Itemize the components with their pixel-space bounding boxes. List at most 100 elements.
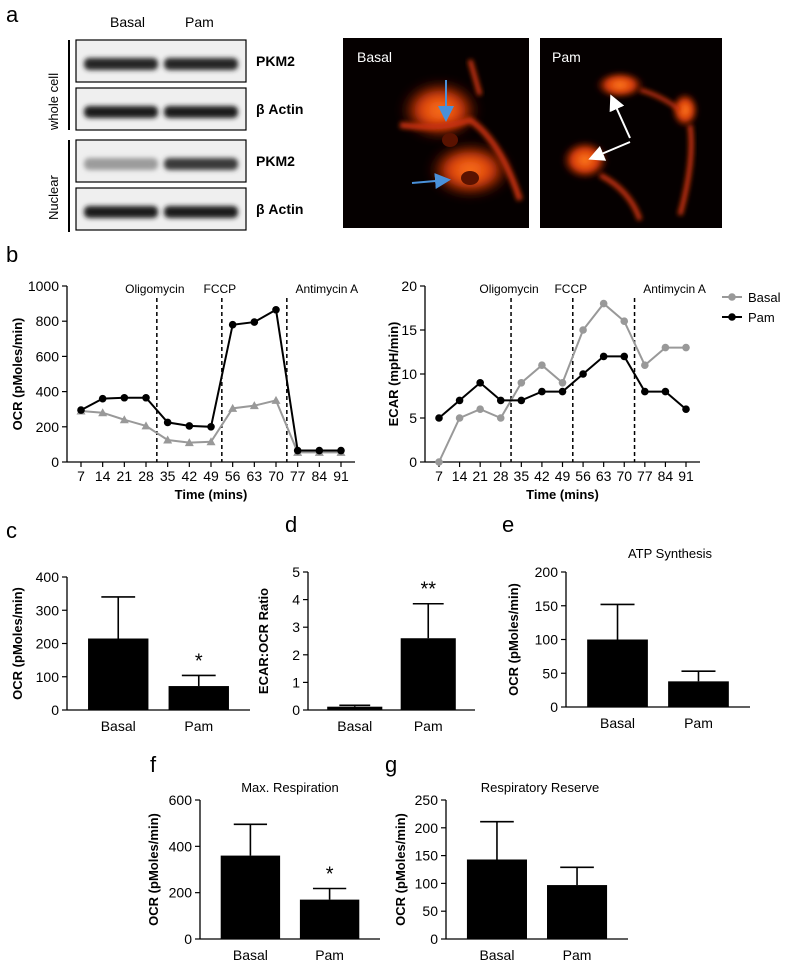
- x-tick-label: 77: [637, 468, 653, 484]
- x-tick-label: 42: [182, 468, 198, 484]
- data-point: [98, 408, 108, 417]
- y-tick-label: 10: [401, 366, 417, 382]
- y-tick-label: 50: [422, 903, 438, 919]
- micrograph-label-basal: Basal: [357, 49, 392, 65]
- bar-chart-1: 0 100 200 300 400 Basal Pam * OCR (pMoles/min): [10, 569, 250, 734]
- y-tick-label: 600: [36, 348, 60, 364]
- x-tick-label: 49: [203, 468, 219, 484]
- blot-band: [84, 106, 158, 118]
- data-point: [435, 458, 443, 466]
- x-tick-label: 35: [514, 468, 530, 484]
- blot-band: [84, 158, 158, 170]
- legend-label: Pam: [748, 310, 775, 325]
- y-tick-label: 150: [535, 598, 559, 614]
- category-label: Pam: [414, 718, 443, 734]
- arrow-icon: [588, 141, 631, 161]
- category-label: Pam: [184, 718, 213, 734]
- data-point: [682, 343, 690, 352]
- panel-label-b: b: [6, 242, 18, 267]
- data-point: [641, 387, 649, 396]
- y-tick-label: 50: [542, 665, 558, 681]
- data-point: [558, 387, 567, 396]
- panel-label-d: d: [285, 512, 297, 537]
- x-tick-label: 56: [575, 468, 591, 484]
- y-tick-label: 200: [36, 636, 60, 652]
- legend-marker: [728, 293, 736, 301]
- y-tick-label: 0: [51, 454, 59, 470]
- y-tick-label: 800: [36, 313, 60, 329]
- blot-row-label: PKM2: [256, 53, 295, 69]
- injection-label: FCCP: [554, 282, 587, 296]
- y-tick-label: 1000: [28, 278, 59, 294]
- bar-chart-2: 0 1 2 3 4 5 Basal Pam ** ECAR:OCR Ratio: [256, 564, 475, 734]
- data-point: [77, 406, 85, 414]
- blot-lane-basal: Basal: [110, 14, 145, 30]
- y-tick-label: 300: [36, 602, 60, 618]
- x-tick-label: 84: [312, 468, 328, 484]
- x-tick-label: 21: [117, 468, 133, 484]
- chart-title: Max. Respiration: [241, 780, 339, 795]
- significance-marker: **: [420, 579, 436, 601]
- x-tick-label: 91: [333, 468, 349, 484]
- injection-label: Oligomycin: [125, 282, 184, 296]
- y-tick-label: 400: [169, 838, 193, 854]
- blot-band: [164, 206, 238, 218]
- data-point: [476, 379, 484, 387]
- category-label: Basal: [479, 947, 514, 963]
- data-point: [538, 387, 546, 396]
- panel-label-g: g: [385, 752, 397, 777]
- category-label: Basal: [101, 718, 136, 734]
- x-tick-label: 70: [616, 468, 632, 484]
- line-chart-ocr: 0 200 400 600 800 1000 7 14 21 28 35 42 49 56 63 70 77 84…: [10, 278, 358, 502]
- category-label: Basal: [337, 718, 372, 734]
- data-point: [228, 320, 237, 329]
- y-tick-label: 0: [550, 699, 558, 715]
- panel-label-f: f: [150, 752, 157, 777]
- data-point: [496, 396, 505, 405]
- panel-label-c: c: [6, 518, 17, 543]
- data-point: [455, 414, 464, 422]
- data-point: [517, 396, 526, 405]
- injection-label: Antimycin A: [295, 282, 358, 296]
- x-tick-label: 84: [658, 468, 674, 484]
- arrow-icon: [411, 173, 451, 189]
- data-point: [599, 299, 608, 308]
- data-point: [250, 318, 259, 326]
- y-axis-label: OCR (pMoles/min): [10, 318, 25, 431]
- y-tick-label: 250: [415, 792, 439, 808]
- y-tick-label: 0: [51, 702, 59, 718]
- x-tick-label: 77: [290, 468, 306, 484]
- blot-band: [164, 106, 238, 118]
- chart-title: Respiratory Reserve: [481, 780, 600, 795]
- y-tick-label: 200: [415, 820, 439, 836]
- data-point: [599, 352, 608, 361]
- bar-basal: [220, 855, 281, 939]
- x-tick-label: 28: [138, 468, 154, 484]
- group-label-nuclear: Nuclear: [46, 175, 61, 220]
- data-point: [185, 422, 194, 430]
- group-label-whole-cell: whole cell: [46, 73, 61, 131]
- bar-pam: [668, 681, 729, 707]
- injection-label: Antimycin A: [643, 282, 706, 296]
- blot-band: [84, 58, 158, 70]
- data-point: [682, 405, 690, 414]
- y-tick-label: 20: [401, 278, 417, 294]
- y-tick-label: 600: [169, 792, 193, 808]
- bar-pam: [400, 638, 456, 710]
- data-point: [538, 361, 546, 370]
- x-tick-label: 63: [596, 468, 612, 484]
- legend-label: Basal: [748, 290, 781, 305]
- y-tick-label: 4: [292, 592, 300, 608]
- bar-pam: [168, 686, 229, 710]
- data-point: [661, 387, 670, 396]
- x-tick-label: 63: [247, 468, 263, 484]
- arrow-icon: [609, 94, 631, 139]
- y-tick-label: 200: [535, 564, 559, 580]
- y-tick-label: 100: [535, 632, 559, 648]
- x-tick-label: 28: [493, 468, 509, 484]
- y-tick-label: 200: [36, 419, 60, 435]
- x-tick-label: 14: [95, 468, 111, 484]
- x-tick-label: 21: [472, 468, 488, 484]
- data-point: [163, 435, 173, 444]
